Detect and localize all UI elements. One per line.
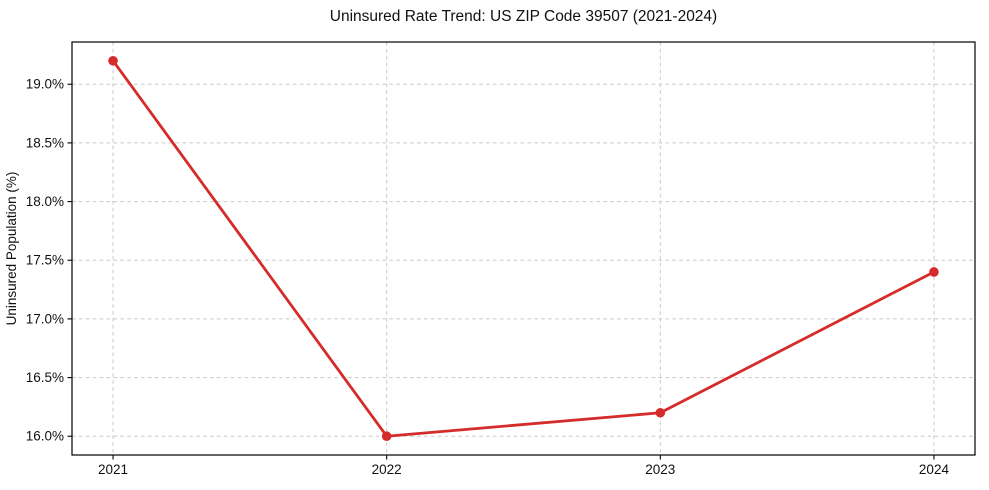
y-tick-label: 18.5% (26, 135, 64, 150)
trend-line (111, 59, 936, 438)
data-point-marker (929, 267, 939, 277)
chart-title: Uninsured Rate Trend: US ZIP Code 39507 … (330, 8, 717, 25)
y-tick-label: 17.5% (26, 253, 64, 268)
data-point-marker (108, 55, 118, 66)
data-point-marker (655, 407, 666, 418)
x-tick-label: 2021 (98, 462, 128, 477)
x-tick-label: 2023 (645, 462, 675, 477)
y-axis-label: Uninsured Population (%) (4, 172, 19, 326)
y-tick-label: 19.0% (26, 77, 64, 92)
plot-border (71, 41, 976, 456)
y-tick-label: 18.0% (26, 194, 64, 209)
data-point-marker (381, 431, 392, 442)
y-tick-label: 17.0% (26, 311, 64, 326)
y-tick-label: 16.5% (26, 370, 64, 385)
y-tick-label: 16.0% (26, 429, 64, 444)
x-tick-label: 2022 (372, 462, 402, 477)
x-tick-label: 2024 (919, 462, 950, 477)
